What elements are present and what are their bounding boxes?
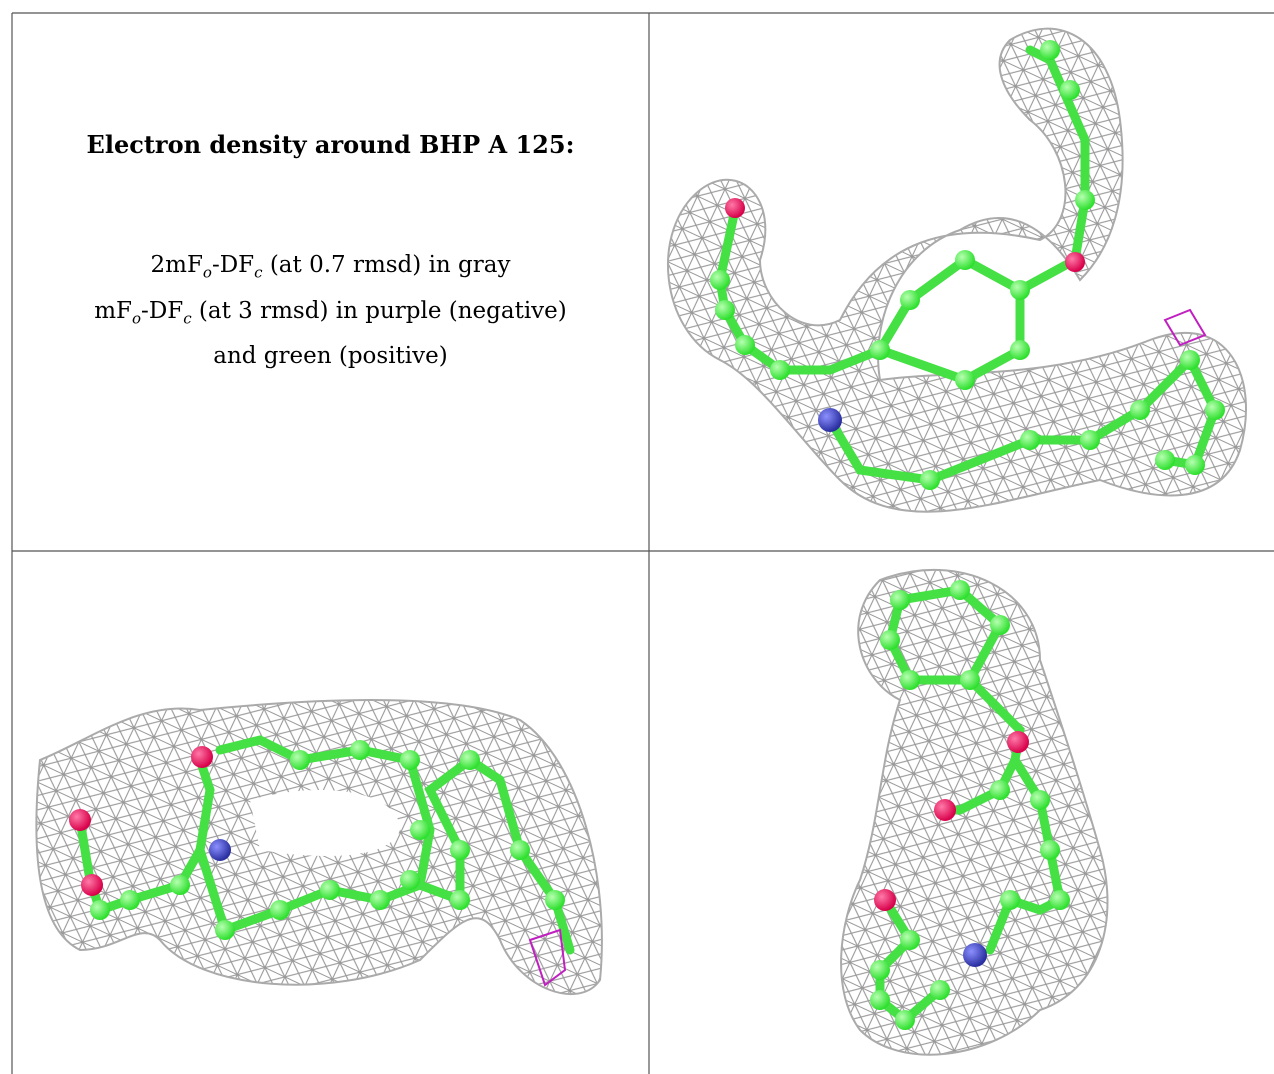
table-borders [11,12,1274,1074]
legend-text: -DF [141,297,184,324]
legend-line: and green (positive) [12,337,649,375]
legend-text: mF [94,297,133,324]
legend-text: -DF [211,252,255,278]
density-view-2 [35,699,603,996]
subscript: c [254,263,263,282]
legend-text: (at 0.7 rmsd) in gray [262,252,511,278]
legend: 2mFo-DFc (at 0.7 rmsd) in gray mFo-DFc (a… [12,246,649,375]
density-view-3 [840,569,1109,1056]
figure-title: Electron density around BHP A 125: [86,130,575,159]
legend-text: (at 3 rmsd) in purple (negative) [191,297,567,324]
legend-line: mFo-DFc (at 3 rmsd) in purple (negative) [12,292,649,338]
subscript: c [183,309,192,328]
legend-text: 2mF [150,252,203,278]
legend-line: 2mFo-DFc (at 0.7 rmsd) in gray [12,246,649,292]
subscript: o [202,263,212,282]
legend-text: and green (positive) [213,343,448,370]
density-view-1 [666,27,1247,513]
subscript: o [132,309,142,328]
